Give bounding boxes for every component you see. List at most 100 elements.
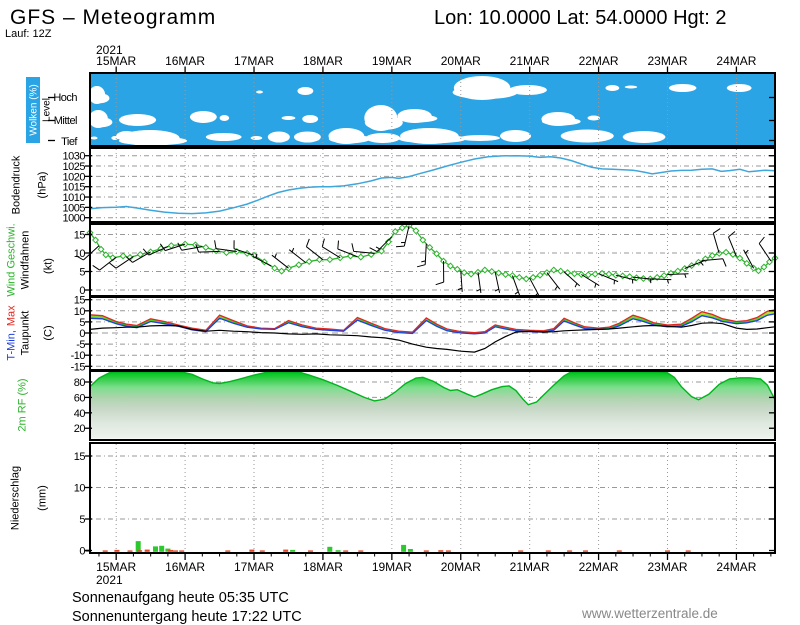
rh-area	[90, 372, 775, 439]
wind-barb	[252, 253, 272, 267]
precip-bar	[135, 541, 141, 552]
wind-barb	[650, 278, 672, 284]
tick-label-rf: 40	[74, 408, 86, 420]
cloud-blob-tief	[365, 133, 401, 143]
coords-readout: Lon: 10.0000 Lat: 54.0000 Hgt: 2	[434, 7, 726, 29]
wind-marker	[357, 253, 365, 261]
wind-barb	[457, 270, 463, 292]
tick-label-wind: 15	[74, 230, 86, 242]
cloud-blob-tief	[560, 129, 614, 143]
wind-marker	[446, 262, 454, 270]
date-label-bottom: 20MAR	[441, 560, 481, 574]
cloud-blob-tief	[328, 134, 370, 144]
wind-speed-axis-label: Wind Geschwi.	[6, 223, 18, 296]
plot-area: 1000100510101015102010251030051015-15-10…	[48, 54, 779, 574]
wind-unit-label: (kt)	[43, 258, 55, 274]
date-label-bottom: 16MAR	[165, 560, 205, 574]
rf-panel	[89, 371, 776, 439]
axes: 1000100510101015102010251030051015-15-10…	[48, 54, 776, 574]
cloud-blob-tief	[398, 134, 467, 144]
precip-bar	[144, 549, 150, 552]
precip-bar	[616, 550, 622, 552]
wind-marker	[765, 258, 773, 266]
precip-bar	[225, 550, 231, 552]
tmax-line	[89, 309, 776, 334]
cloud-blob-hoch	[624, 85, 638, 89]
panel-temp-grid	[92, 298, 773, 369]
temp-minmax-axis-label: T-Min, Max	[6, 305, 18, 361]
wind-barb	[214, 240, 237, 252]
cloud-blob-mittel	[219, 115, 230, 121]
wind-marker	[119, 252, 127, 260]
wind-marker	[584, 271, 592, 279]
level-axis-label: Level	[42, 98, 53, 122]
tick-label-temp: 5	[79, 317, 85, 329]
tick-label-niederschlag: 0	[79, 546, 85, 558]
tick-label-rf: 20	[74, 423, 86, 435]
level-label-mittel: Mittel	[54, 115, 77, 127]
date-label-bottom: 17MAR	[234, 560, 274, 574]
wind-barb	[494, 272, 501, 293]
precip-bar	[518, 550, 524, 552]
cloud-blob-tief	[293, 131, 321, 143]
wind-barb	[701, 258, 727, 267]
panel-bodendruck-grid	[92, 149, 773, 221]
wind-marker	[743, 259, 751, 267]
wind-marker	[460, 269, 468, 277]
date-label-top: 17MAR	[234, 54, 274, 68]
precip-bar	[179, 550, 185, 552]
wind-barb	[511, 275, 521, 296]
precip-bar	[343, 550, 349, 552]
wind-barb	[142, 246, 169, 256]
temp-panel	[89, 309, 776, 353]
tick-label-bodendruck: 1010	[63, 192, 86, 204]
cloud-blob-mittel	[302, 115, 319, 123]
precip-bar	[127, 550, 133, 552]
tick-label-wind: 0	[79, 285, 85, 297]
wind-barb	[435, 261, 445, 286]
cloud-blob-mittel	[189, 111, 217, 123]
year-label-bottom: 2021	[96, 573, 123, 587]
wind-marker	[529, 273, 537, 281]
cloud-blob-mittel	[397, 114, 438, 123]
precip-bar	[685, 550, 691, 552]
tick-label-bodendruck: 1025	[63, 161, 86, 173]
rf-axis-label: 2m RF (%)	[17, 378, 29, 431]
precip-bar	[290, 549, 296, 552]
tick-label-temp: -5	[76, 339, 85, 351]
wind-marker	[550, 266, 558, 274]
precip-bar	[567, 550, 573, 552]
precip-bar	[283, 549, 289, 552]
pressure-line	[89, 154, 776, 215]
wind-barb	[195, 244, 220, 253]
date-label-top: 22MAR	[579, 54, 619, 68]
wind-marker	[426, 243, 434, 251]
wind-marker	[271, 264, 279, 272]
tick-label-temp: 0	[79, 328, 85, 340]
wind-marker	[433, 250, 441, 258]
precip-bar	[137, 550, 143, 552]
precip-bar	[438, 550, 444, 552]
wind-marker	[708, 252, 716, 260]
wind-barb	[476, 272, 482, 294]
date-label-top: 15MAR	[96, 54, 136, 68]
wind-speed-line	[89, 224, 776, 280]
tick-label-bodendruck: 1000	[63, 213, 86, 225]
precip-bar	[259, 550, 265, 552]
wind-marker	[222, 249, 230, 257]
precip-bar	[545, 550, 551, 552]
wind-marker	[481, 266, 489, 274]
wind-marker	[754, 267, 762, 275]
wind-marker	[557, 267, 565, 275]
tick-label-temp: -15	[71, 361, 86, 373]
wind-marker	[191, 241, 199, 249]
temp-unit-label: (C)	[43, 325, 55, 340]
wind-marker	[694, 258, 703, 266]
wind-barb	[271, 253, 289, 269]
wind-marker	[412, 227, 420, 235]
tick-label-temp: 10	[74, 306, 86, 318]
precip-bar	[168, 549, 174, 552]
tick-label-temp: -10	[71, 350, 86, 362]
tick-label-temp: 15	[74, 295, 86, 307]
